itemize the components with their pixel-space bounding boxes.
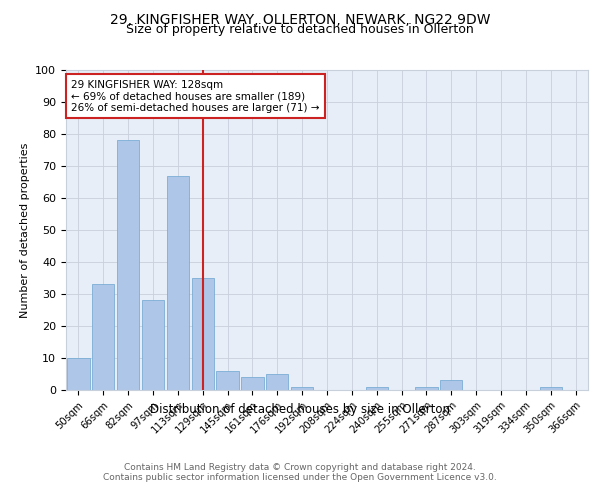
- Bar: [117, 140, 139, 390]
- Y-axis label: Number of detached properties: Number of detached properties: [20, 142, 30, 318]
- Bar: [365, 387, 388, 390]
- Text: Distribution of detached houses by size in Ollerton: Distribution of detached houses by size …: [150, 402, 450, 415]
- Bar: [241, 377, 263, 390]
- Text: Contains HM Land Registry data © Crown copyright and database right 2024.: Contains HM Land Registry data © Crown c…: [124, 462, 476, 471]
- Bar: [266, 374, 289, 390]
- Bar: [539, 387, 562, 390]
- Bar: [67, 358, 89, 390]
- Bar: [142, 300, 164, 390]
- Text: 29, KINGFISHER WAY, OLLERTON, NEWARK, NG22 9DW: 29, KINGFISHER WAY, OLLERTON, NEWARK, NG…: [110, 12, 490, 26]
- Text: Size of property relative to detached houses in Ollerton: Size of property relative to detached ho…: [126, 22, 474, 36]
- Bar: [415, 387, 437, 390]
- Bar: [440, 380, 463, 390]
- Text: Contains public sector information licensed under the Open Government Licence v3: Contains public sector information licen…: [103, 472, 497, 482]
- Bar: [217, 371, 239, 390]
- Bar: [92, 284, 115, 390]
- Text: 29 KINGFISHER WAY: 128sqm
← 69% of detached houses are smaller (189)
26% of semi: 29 KINGFISHER WAY: 128sqm ← 69% of detac…: [71, 80, 320, 113]
- Bar: [291, 387, 313, 390]
- Bar: [191, 278, 214, 390]
- Bar: [167, 176, 189, 390]
